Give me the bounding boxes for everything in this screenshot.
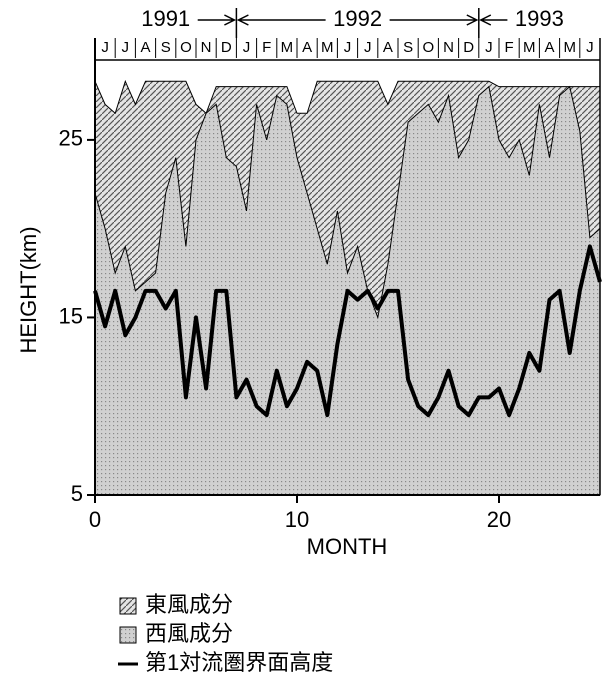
y-tick-label: 15 bbox=[59, 303, 83, 328]
arrow-right bbox=[389, 14, 479, 26]
legend-label: 西風成分 bbox=[145, 621, 233, 646]
legend-label: 東風成分 bbox=[145, 592, 233, 617]
month-label: J bbox=[485, 39, 493, 56]
month-label: F bbox=[505, 39, 514, 56]
year-label: 1992 bbox=[333, 6, 382, 31]
month-label: M bbox=[563, 39, 576, 56]
year-label: 1993 bbox=[515, 6, 564, 31]
month-label: D bbox=[221, 39, 232, 56]
legend-swatch bbox=[119, 626, 137, 644]
arrow-left bbox=[479, 14, 508, 26]
legend-swatch bbox=[119, 597, 137, 615]
month-label: D bbox=[463, 39, 474, 56]
month-label: S bbox=[161, 39, 171, 56]
month-label: J bbox=[122, 39, 130, 56]
month-label: J bbox=[364, 39, 372, 56]
line bbox=[93, 244, 602, 418]
month-label: A bbox=[544, 39, 554, 56]
month-label: F bbox=[262, 39, 271, 56]
y-axis-label: HEIGHT(km) bbox=[16, 226, 41, 353]
month-label: N bbox=[443, 39, 454, 56]
month-label: S bbox=[403, 39, 413, 56]
month-label: M bbox=[321, 39, 334, 56]
month-label: A bbox=[302, 39, 312, 56]
arrow-right bbox=[197, 14, 237, 26]
month-label: J bbox=[101, 39, 109, 56]
y-tick-label: 5 bbox=[71, 481, 83, 506]
x-tick-label: 0 bbox=[89, 507, 101, 532]
y-tick-label: 25 bbox=[59, 126, 83, 151]
month-label: O bbox=[422, 39, 434, 56]
month-label: N bbox=[201, 39, 212, 56]
x-tick-label: 10 bbox=[285, 507, 309, 532]
month-label: J bbox=[586, 39, 594, 56]
x-tick-label: 20 bbox=[487, 507, 511, 532]
x-axis-label: MONTH bbox=[307, 534, 388, 559]
month-label: M bbox=[523, 39, 536, 56]
arrow-left bbox=[236, 14, 326, 26]
year-label: 1991 bbox=[141, 6, 190, 31]
legend-label: 第1対流圏界面高度 bbox=[145, 650, 333, 675]
month-label: J bbox=[344, 39, 352, 56]
month-label: J bbox=[243, 39, 251, 56]
month-label: O bbox=[180, 39, 192, 56]
month-label: A bbox=[140, 39, 150, 56]
month-label: M bbox=[281, 39, 294, 56]
month-label: A bbox=[383, 39, 393, 56]
